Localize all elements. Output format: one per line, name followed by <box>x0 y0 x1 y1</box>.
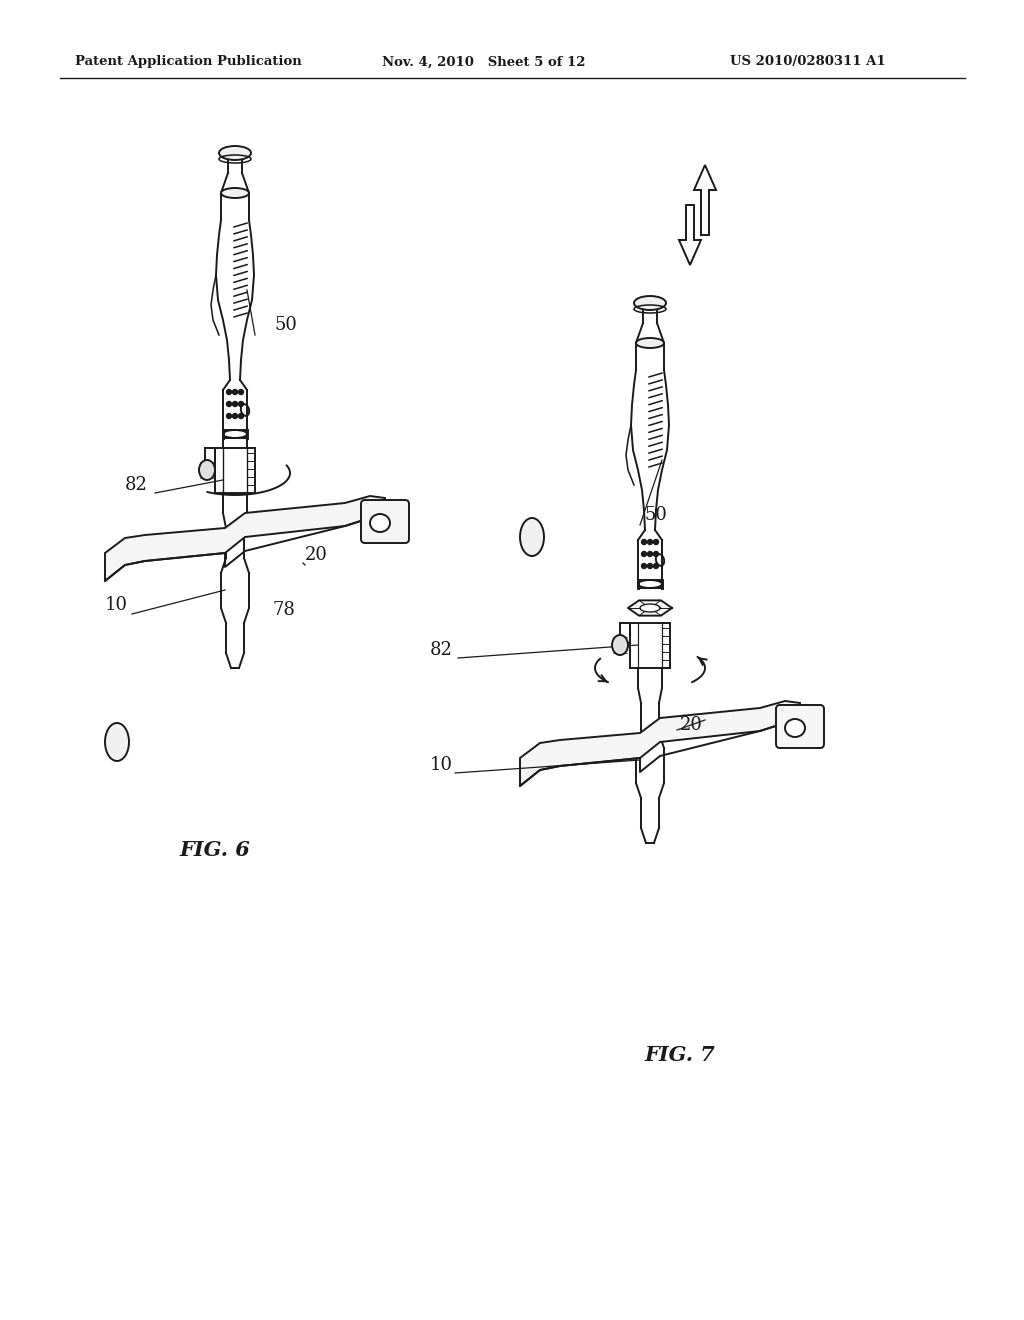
Polygon shape <box>105 496 385 581</box>
Polygon shape <box>520 701 800 785</box>
Circle shape <box>641 540 646 544</box>
Text: FIG. 6: FIG. 6 <box>179 840 251 861</box>
Circle shape <box>239 413 244 418</box>
FancyBboxPatch shape <box>361 500 409 543</box>
Text: US 2010/0280311 A1: US 2010/0280311 A1 <box>730 55 886 69</box>
Text: 10: 10 <box>105 597 128 614</box>
Ellipse shape <box>636 338 664 348</box>
Text: FIG. 7: FIG. 7 <box>645 1045 716 1065</box>
Text: 78: 78 <box>272 601 295 619</box>
Text: 50: 50 <box>275 315 298 334</box>
Polygon shape <box>694 165 716 235</box>
Circle shape <box>653 540 658 544</box>
Ellipse shape <box>221 187 249 198</box>
Circle shape <box>226 413 231 418</box>
Text: Nov. 4, 2010   Sheet 5 of 12: Nov. 4, 2010 Sheet 5 of 12 <box>382 55 586 69</box>
Circle shape <box>232 401 238 407</box>
Text: 82: 82 <box>430 642 453 659</box>
Circle shape <box>647 552 652 557</box>
Ellipse shape <box>105 723 129 762</box>
FancyBboxPatch shape <box>776 705 824 748</box>
Ellipse shape <box>785 719 805 737</box>
Text: 10: 10 <box>430 756 453 774</box>
Circle shape <box>641 552 646 557</box>
Circle shape <box>232 389 238 395</box>
Ellipse shape <box>199 459 215 480</box>
Circle shape <box>232 413 238 418</box>
Ellipse shape <box>612 635 628 655</box>
Text: 20: 20 <box>305 546 328 564</box>
Circle shape <box>653 552 658 557</box>
Circle shape <box>647 540 652 544</box>
Polygon shape <box>679 205 701 265</box>
Circle shape <box>239 401 244 407</box>
Circle shape <box>641 564 646 569</box>
Circle shape <box>226 389 231 395</box>
Ellipse shape <box>370 513 390 532</box>
Text: Patent Application Publication: Patent Application Publication <box>75 55 302 69</box>
Circle shape <box>647 564 652 569</box>
Text: 82: 82 <box>125 477 147 494</box>
Ellipse shape <box>219 147 251 160</box>
Ellipse shape <box>520 517 544 556</box>
Circle shape <box>653 564 658 569</box>
Circle shape <box>239 389 244 395</box>
Ellipse shape <box>634 296 666 310</box>
Text: 20: 20 <box>680 715 702 734</box>
Text: 50: 50 <box>645 506 668 524</box>
Circle shape <box>226 401 231 407</box>
